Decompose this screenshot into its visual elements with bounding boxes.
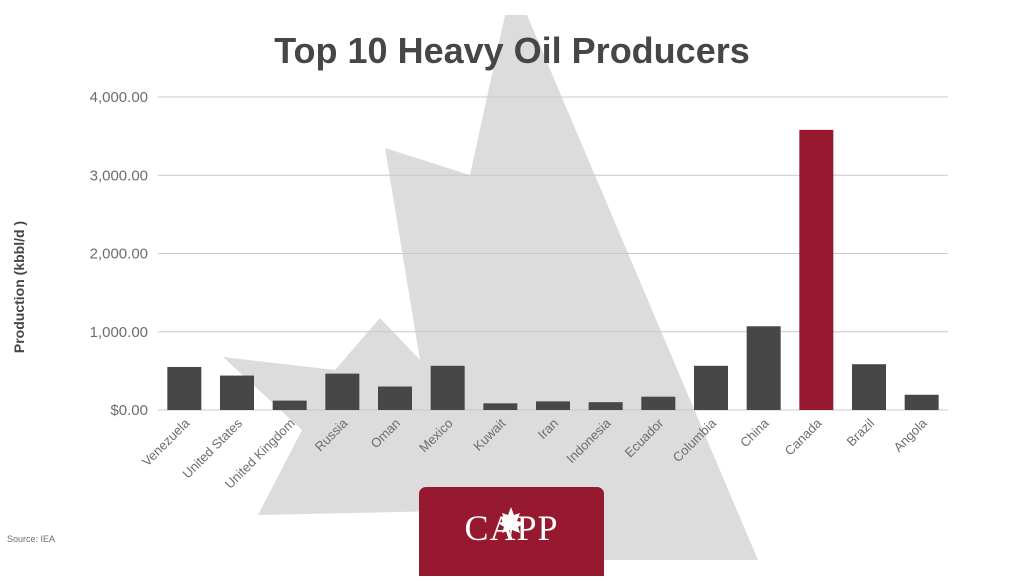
capp-logo: CAPP: [419, 487, 604, 576]
bar-mexico: [430, 365, 465, 410]
bar-canada: [799, 129, 834, 411]
maple-leaf-watermark: [223, 15, 758, 560]
bar-united-kingdom: [272, 400, 307, 410]
y-tick-label: 2,000.00: [90, 246, 148, 263]
bar-columbia: [694, 365, 728, 410]
bar-china: [746, 326, 781, 410]
maple-leaf-icon: [498, 507, 524, 537]
y-tick-label: 3,000.00: [90, 167, 148, 184]
x-tick-label: Angola: [891, 415, 931, 455]
bar-ecuador: [641, 396, 676, 410]
bar-iran: [536, 401, 570, 410]
bar-venezuela: [167, 366, 202, 410]
x-tick-label: Venezuela: [139, 415, 193, 469]
bar-russia: [325, 373, 360, 410]
source-note: Source: IEA: [7, 534, 56, 544]
y-tick-label: $0.00: [110, 402, 148, 419]
y-tick-label: 4,000.00: [90, 89, 148, 106]
bar-brazil: [852, 364, 886, 410]
chart-title: Top 10 Heavy Oil Producers: [274, 30, 750, 71]
bar-angola: [904, 394, 939, 410]
x-tick-label: Brazil: [844, 415, 878, 449]
bar-united-states: [220, 375, 254, 410]
x-tick-label: China: [737, 415, 772, 450]
y-axis-label: Production (kbbl/d ): [11, 221, 27, 353]
bar-kuwait: [483, 403, 518, 410]
x-tick-label: Canada: [782, 415, 825, 458]
bar-indonesia: [588, 402, 623, 410]
bar-oman: [378, 386, 412, 410]
y-tick-label: 1,000.00: [90, 324, 148, 341]
